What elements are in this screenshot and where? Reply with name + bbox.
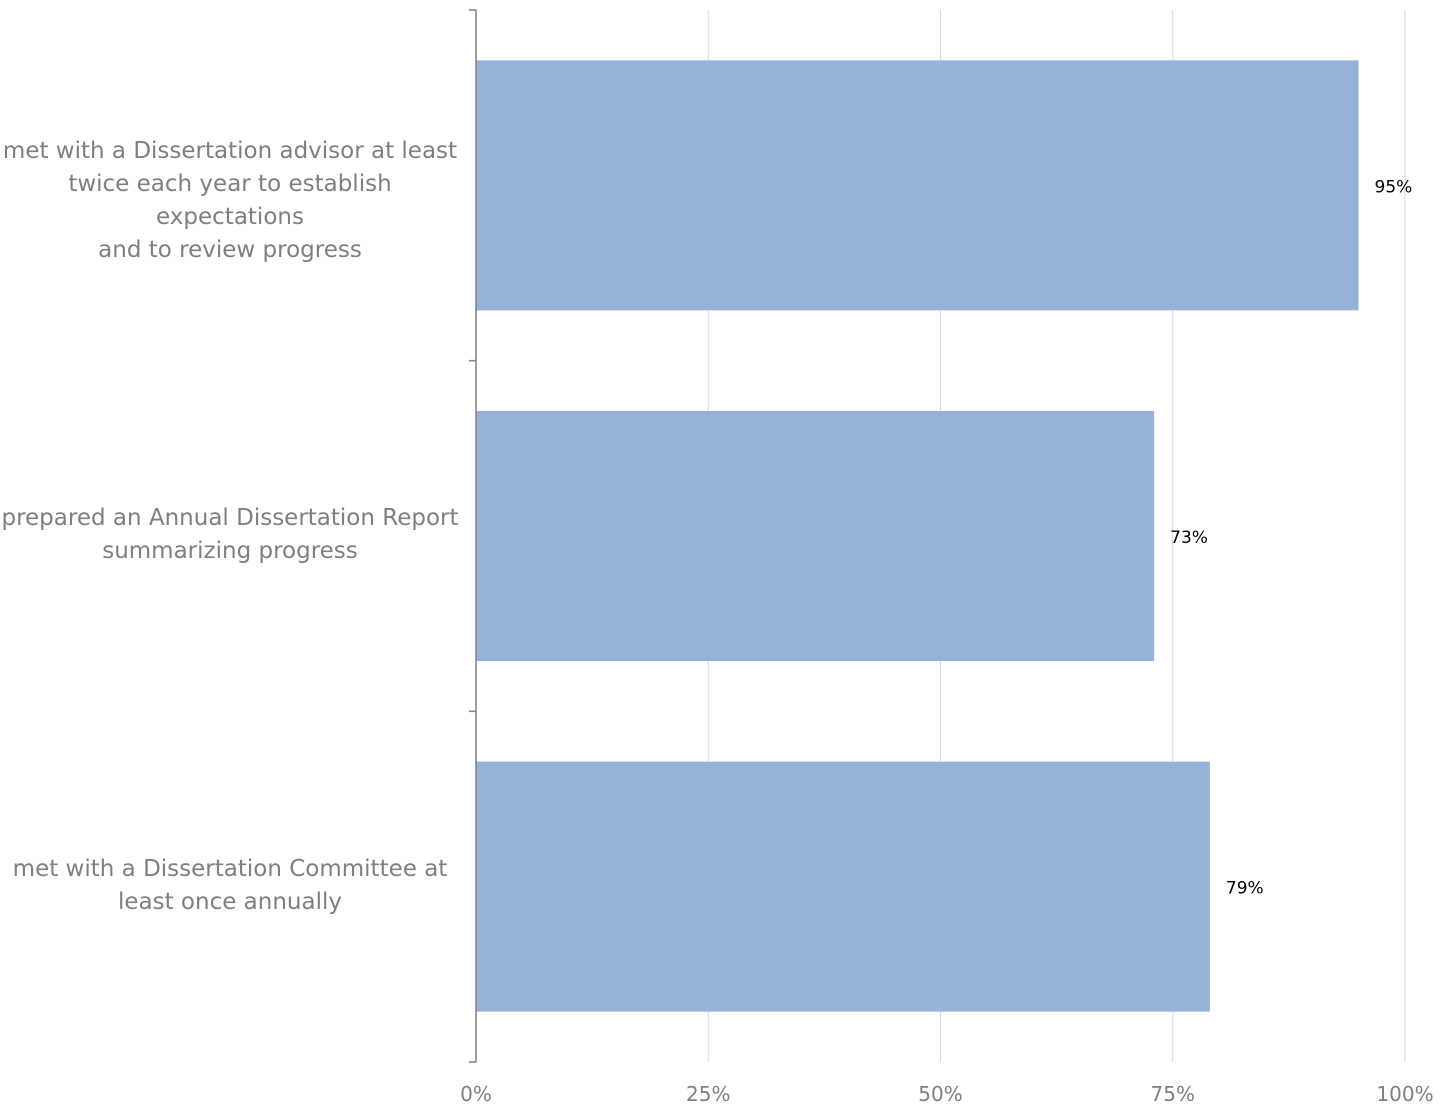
category-label-2: met with a Dissertation Committee at leas… (0, 853, 460, 919)
bar-0 (476, 60, 1359, 311)
x-axis-ticks: 0% 25% 50% 75% 100% (460, 1082, 1433, 1106)
x-tick-label-0: 0% (460, 1082, 492, 1106)
category-label-line: prepared an Annual Dissertation Report (1, 505, 459, 531)
category-label-0: met with a Dissertation advisor at least… (0, 135, 460, 267)
category-label-line: met with a Dissertation Committee at (12, 855, 448, 882)
bars (476, 60, 1359, 1012)
bar-1 (476, 411, 1155, 661)
bar-2 (476, 761, 1210, 1012)
category-label-line: least once annually (117, 888, 342, 915)
data-label-2: 79% (1226, 879, 1264, 899)
x-tick-label-4: 100% (1376, 1082, 1433, 1106)
category-label-line: met with a Dissertation advisor at least (2, 137, 458, 164)
data-labels: 95% 73% 79% (1170, 177, 1412, 898)
data-label-0: 95% (1375, 177, 1413, 197)
category-axis (469, 9, 477, 1063)
x-tick-label-3: 75% (1151, 1082, 1195, 1106)
x-tick-label-2: 50% (918, 1082, 962, 1106)
category-label-line: summarizing progress (102, 538, 358, 564)
x-tick-label-1: 25% (686, 1082, 730, 1106)
category-label-line: twice each year to establish expectation… (68, 170, 392, 230)
category-label-1: prepared an Annual Dissertation Report su… (0, 502, 460, 568)
category-label-line: and to review progress (98, 236, 362, 263)
data-label-1: 73% (1170, 528, 1208, 548)
